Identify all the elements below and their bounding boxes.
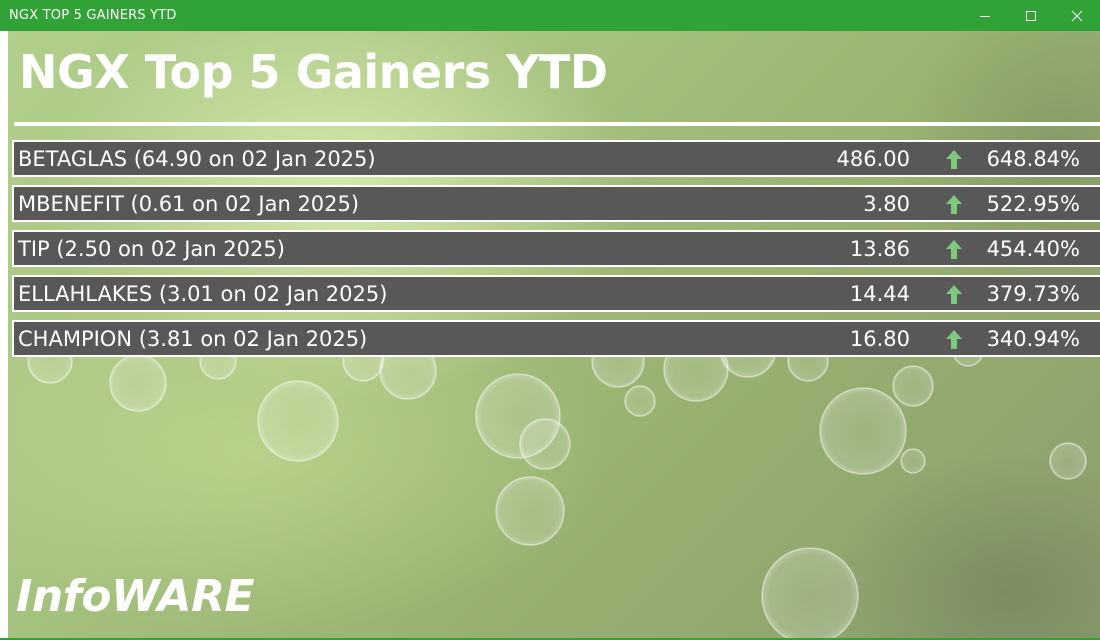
window-title: NGX TOP 5 GAINERS YTD bbox=[9, 8, 177, 23]
stock-label: TIP (2.50 on 02 Jan 2025) bbox=[18, 237, 285, 261]
gainer-row-5[interactable]: CHAMPION (3.81 on 02 Jan 2025) 16.80 340… bbox=[12, 320, 1100, 357]
stock-label: ELLAHLAKES (3.01 on 02 Jan 2025) bbox=[18, 282, 388, 306]
minimize-icon bbox=[980, 15, 990, 17]
stock-label: BETAGLAS (64.90 on 02 Jan 2025) bbox=[18, 147, 376, 171]
close-icon bbox=[1071, 10, 1083, 21]
maximize-icon bbox=[1026, 10, 1036, 21]
content-area: NGX Top 5 Gainers YTD BETAGLAS (64.90 on… bbox=[8, 31, 1100, 639]
gainers-list: BETAGLAS (64.90 on 02 Jan 2025) 486.00 6… bbox=[12, 140, 1100, 365]
maximize-button[interactable] bbox=[1008, 0, 1054, 31]
stock-price: 14.44 bbox=[849, 282, 910, 306]
arrow-up-icon bbox=[946, 150, 962, 169]
stock-price: 486.00 bbox=[836, 147, 910, 171]
arrow-up-icon bbox=[946, 285, 962, 304]
close-button[interactable] bbox=[1054, 0, 1100, 31]
gainer-row-2[interactable]: MBENEFIT (0.61 on 02 Jan 2025) 3.80 522.… bbox=[12, 185, 1100, 222]
stock-label: MBENEFIT (0.61 on 02 Jan 2025) bbox=[18, 192, 360, 216]
stock-label: CHAMPION (3.81 on 02 Jan 2025) bbox=[18, 327, 368, 351]
brand-logo-text: InfoWARE bbox=[16, 571, 255, 622]
page-title: NGX Top 5 Gainers YTD bbox=[19, 45, 608, 99]
gainer-row-3[interactable]: TIP (2.50 on 02 Jan 2025) 13.86 454.40% bbox=[12, 230, 1100, 267]
percent-change: 454.40% bbox=[986, 237, 1080, 261]
arrow-up-icon bbox=[946, 240, 962, 259]
gainer-row-1[interactable]: BETAGLAS (64.90 on 02 Jan 2025) 486.00 6… bbox=[12, 140, 1100, 177]
percent-change: 648.84% bbox=[986, 147, 1080, 171]
stock-price: 16.80 bbox=[849, 327, 910, 351]
bokeh-background bbox=[27, 320, 1087, 639]
window-bottom-border bbox=[0, 638, 1100, 640]
stock-price: 13.86 bbox=[849, 237, 910, 261]
title-divider bbox=[14, 122, 1100, 126]
minimize-button[interactable] bbox=[962, 0, 1008, 31]
gainer-row-4[interactable]: ELLAHLAKES (3.01 on 02 Jan 2025) 14.44 3… bbox=[12, 275, 1100, 312]
arrow-up-icon bbox=[946, 330, 962, 349]
window-left-border bbox=[0, 31, 8, 639]
arrow-up-icon bbox=[946, 195, 962, 214]
stock-price: 3.80 bbox=[863, 192, 910, 216]
percent-change: 522.95% bbox=[986, 192, 1080, 216]
percent-change: 379.73% bbox=[986, 282, 1080, 306]
percent-change: 340.94% bbox=[986, 327, 1080, 351]
title-bar[interactable]: NGX TOP 5 GAINERS YTD bbox=[0, 0, 1100, 31]
